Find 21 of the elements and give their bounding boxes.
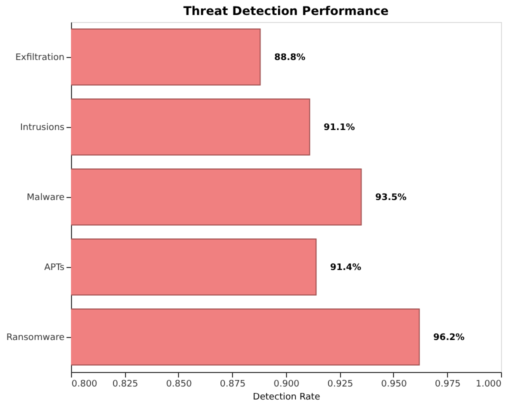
chart-title: Threat Detection Performance xyxy=(183,4,389,18)
x-tick-label: 0.850 xyxy=(166,380,192,390)
x-tick-label: 0.900 xyxy=(274,380,300,390)
x-tick-label: 0.800 xyxy=(72,380,98,390)
x-tick-label: 0.975 xyxy=(434,380,461,390)
x-tick-label: 0.825 xyxy=(112,380,138,390)
data-label: 91.1% xyxy=(324,123,355,133)
y-tick-label: Exfiltration xyxy=(15,53,64,63)
x-tick-label: 1.000 xyxy=(476,380,502,390)
y-tick-label: Malware xyxy=(26,193,65,203)
x-tick-label: 0.875 xyxy=(220,380,246,390)
y-tick-label: Ransomware xyxy=(6,333,65,343)
data-label: 93.5% xyxy=(375,193,406,203)
data-label: 88.8% xyxy=(274,53,306,63)
x-tick-label: 0.925 xyxy=(327,380,354,390)
y-tick-label: Intrusions xyxy=(20,123,65,133)
x-axis-title: Detection Rate xyxy=(252,392,321,402)
data-label: 91.4% xyxy=(330,263,362,273)
x-tick-label: 0.950 xyxy=(381,380,408,390)
data-label: 96.2% xyxy=(433,333,465,343)
y-tick-label: APTs xyxy=(44,263,65,273)
